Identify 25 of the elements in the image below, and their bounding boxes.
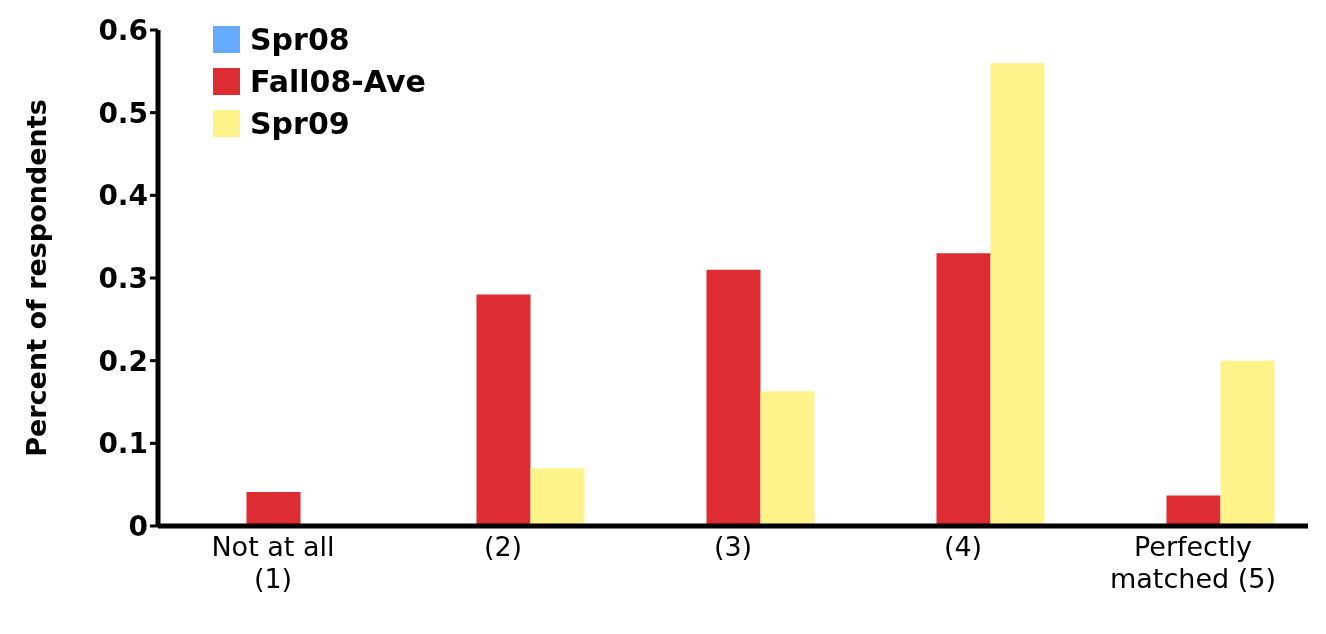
bar [530,468,585,526]
x-tick-label: Perfectly matched (5) [1110,531,1276,594]
legend-label: Fall08-Ave [250,63,426,99]
x-tick-label: Not at all (1) [211,531,335,594]
y-tick-label: 0.4 [98,179,148,213]
bar [760,391,815,526]
y-tick-label: 0 [128,509,148,543]
y-tick-label: 0.5 [98,96,148,130]
bar [990,63,1045,526]
bar [1166,495,1221,526]
x-tick-label: (4) [943,531,983,562]
y-tick-label: 0.2 [98,344,148,378]
y-tick-label: 0.6 [98,13,148,47]
x-tick-label: (2) [483,531,523,562]
y-axis-title: Percent of respondents [20,99,52,457]
bar [706,269,761,526]
legend-label: Spr08 [250,21,350,57]
legend-label: Spr09 [250,105,350,141]
bar [246,492,301,526]
x-tick-label: (3) [713,531,753,562]
y-tick-label: 0.1 [98,427,148,461]
y-tick-label: 0.3 [98,261,148,295]
bar [476,294,531,526]
bar [1220,360,1275,526]
bar [936,253,991,526]
